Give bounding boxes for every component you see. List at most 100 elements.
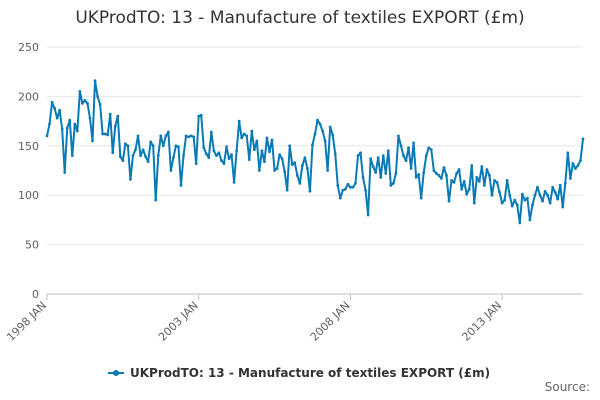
data-point [260, 149, 264, 153]
data-point [159, 134, 163, 138]
data-point [563, 181, 567, 185]
data-point [379, 176, 383, 179]
data-point [531, 203, 534, 207]
data-point [354, 181, 357, 185]
data-point [581, 137, 585, 141]
data-point [227, 157, 231, 161]
data-point [268, 150, 271, 154]
data-point [442, 166, 446, 169]
data-point [111, 151, 115, 155]
data-point [513, 198, 517, 202]
data-point [285, 188, 289, 192]
data-point [440, 177, 443, 180]
series-line[interactable] [46, 79, 584, 224]
data-point [98, 102, 102, 106]
data-point [477, 179, 481, 183]
data-point [235, 149, 239, 153]
data-point [376, 156, 380, 160]
data-point [288, 144, 292, 148]
data-point [189, 134, 193, 138]
data-point [225, 145, 228, 149]
data-point [101, 132, 105, 136]
data-point [369, 157, 373, 161]
data-point [381, 154, 385, 158]
data-point [55, 116, 59, 120]
data-point [270, 138, 274, 142]
data-point [136, 134, 140, 138]
data-point [447, 199, 451, 203]
legend[interactable]: UKProdTO: 13 - Manufacture of textiles E… [108, 366, 490, 380]
data-point [543, 189, 547, 193]
data-point [465, 192, 469, 196]
data-point [182, 154, 185, 158]
data-point [366, 213, 370, 217]
data-points[interactable] [45, 79, 585, 225]
data-point [520, 192, 524, 196]
data-point [50, 100, 54, 104]
data-point [70, 154, 74, 158]
data-point [73, 122, 77, 126]
data-point [161, 144, 165, 148]
data-point [166, 130, 170, 134]
data-point [220, 159, 223, 163]
data-point [316, 118, 319, 122]
data-point [313, 132, 317, 136]
data-point [495, 180, 499, 184]
data-point [103, 132, 107, 136]
data-point [336, 183, 340, 187]
data-point [91, 139, 94, 143]
data-point [149, 140, 153, 144]
data-point [488, 174, 491, 177]
data-point [252, 148, 256, 152]
data-point [298, 181, 302, 185]
data-point [361, 176, 365, 179]
data-point [404, 159, 408, 163]
data-point [525, 196, 529, 200]
data-point [177, 145, 180, 149]
data-point [407, 146, 410, 150]
data-point [204, 152, 208, 156]
data-point [108, 112, 112, 116]
data-point [144, 155, 148, 159]
data-point [164, 134, 168, 138]
data-point [121, 159, 125, 163]
data-point [510, 204, 514, 208]
data-point [518, 221, 522, 225]
data-point [106, 133, 110, 137]
data-point [349, 185, 352, 189]
data-point [187, 135, 190, 139]
legend-item-label: UKProdTO: 13 - Manufacture of textiles E… [130, 366, 490, 380]
data-point [293, 161, 297, 165]
data-point [265, 136, 269, 140]
data-point [371, 165, 375, 168]
data-point [467, 187, 471, 191]
data-point [184, 134, 188, 138]
data-point [556, 197, 560, 201]
data-point [470, 164, 474, 167]
data-point [240, 136, 244, 140]
data-point [308, 189, 312, 193]
data-point [207, 156, 211, 160]
data-point [323, 139, 327, 143]
data-point [450, 178, 453, 182]
data-point [571, 162, 575, 165]
data-point [536, 185, 539, 189]
data-point [485, 168, 489, 171]
data-point [247, 158, 251, 162]
y-tick-label: 150 [18, 140, 39, 153]
data-point [306, 167, 309, 170]
data-point [364, 188, 367, 192]
data-point [419, 196, 423, 200]
data-point [417, 173, 421, 176]
data-point [452, 180, 456, 184]
data-point [242, 132, 246, 136]
data-point [116, 114, 120, 118]
data-point [515, 203, 519, 207]
data-point [483, 183, 486, 187]
data-point [295, 174, 299, 177]
data-point [48, 122, 51, 126]
data-point [60, 127, 64, 131]
grid-lines [47, 46, 583, 295]
data-point [53, 106, 56, 110]
data-point [394, 172, 398, 175]
